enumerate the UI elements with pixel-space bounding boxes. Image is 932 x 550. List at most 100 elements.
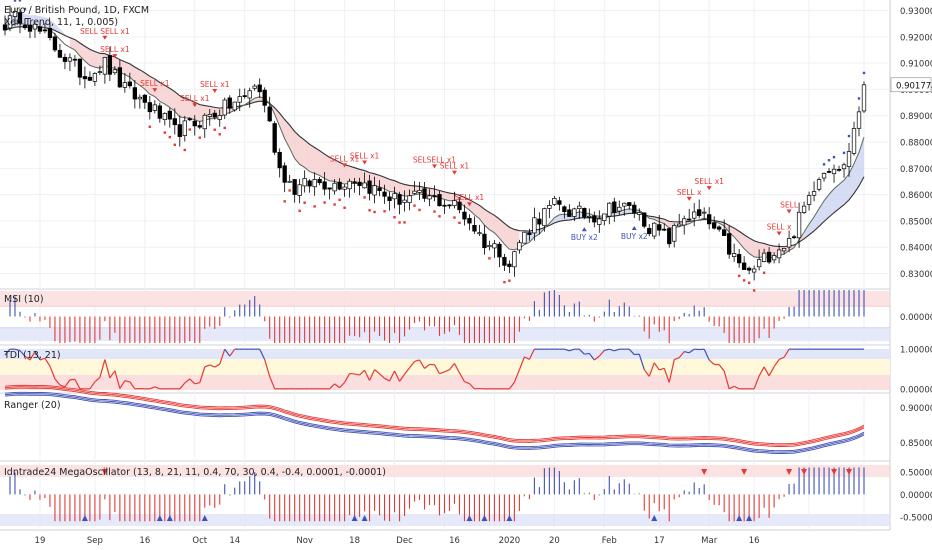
candle-down[interactable] — [277, 151, 282, 169]
candle-up[interactable] — [287, 180, 292, 183]
candle-up[interactable] — [756, 259, 762, 268]
candle-up[interactable] — [362, 182, 367, 189]
candle-down[interactable] — [47, 27, 53, 38]
candle-down[interactable] — [267, 106, 272, 122]
candle-down[interactable] — [746, 267, 752, 271]
candle-down[interactable] — [657, 224, 662, 231]
candle-down[interactable] — [707, 214, 712, 225]
candle-up[interactable] — [312, 179, 317, 188]
candle-up[interactable] — [771, 255, 777, 261]
candle-up[interactable] — [821, 173, 827, 179]
candle-up[interactable] — [776, 249, 782, 259]
candle-down[interactable] — [472, 225, 477, 232]
candle-up[interactable] — [252, 85, 257, 89]
candle-down[interactable] — [262, 89, 267, 106]
candle-up[interactable] — [427, 195, 432, 200]
candle-down[interactable] — [357, 181, 362, 187]
candle-up[interactable] — [607, 202, 612, 217]
candle-down[interactable] — [187, 118, 192, 121]
candle-down[interactable] — [147, 102, 152, 113]
candle-down[interactable] — [352, 181, 357, 184]
candle-up[interactable] — [182, 120, 187, 136]
candle-up[interactable] — [392, 193, 397, 200]
candle-up[interactable] — [542, 208, 547, 226]
candle-up[interactable] — [332, 182, 337, 192]
candle-up[interactable] — [112, 69, 118, 74]
candle-down[interactable] — [62, 56, 68, 62]
candle-down[interactable] — [627, 202, 632, 206]
candle-down[interactable] — [507, 263, 512, 267]
candle-up[interactable] — [512, 251, 517, 268]
candle-up[interactable] — [677, 223, 682, 227]
candle-down[interactable] — [72, 58, 78, 61]
candle-up[interactable] — [831, 168, 837, 175]
candle-down[interactable] — [422, 188, 427, 199]
candle-up[interactable] — [806, 195, 812, 205]
candle-down[interactable] — [167, 110, 172, 120]
candle-down[interactable] — [117, 67, 123, 88]
candle-down[interactable] — [432, 195, 437, 198]
candle-down[interactable] — [107, 55, 113, 75]
candle-up[interactable] — [302, 178, 307, 187]
candle-down[interactable] — [662, 228, 667, 231]
candle-down[interactable] — [17, 12, 23, 24]
candle-down[interactable] — [567, 209, 572, 217]
candle-down[interactable] — [502, 256, 507, 266]
candle-down[interactable] — [197, 125, 202, 128]
candle-up[interactable] — [682, 218, 687, 226]
candle-down[interactable] — [437, 194, 442, 207]
candle-down[interactable] — [37, 26, 43, 32]
candle-down[interactable] — [22, 24, 28, 29]
candle-down[interactable] — [257, 84, 262, 93]
candle-down[interactable] — [647, 227, 652, 235]
candle-down[interactable] — [727, 233, 732, 255]
candle-down[interactable] — [57, 50, 63, 58]
candle-down[interactable] — [397, 194, 402, 205]
candle-up[interactable] — [487, 245, 492, 248]
candle-up[interactable] — [841, 164, 847, 170]
candle-up[interactable] — [522, 231, 527, 244]
candle-up[interactable] — [122, 82, 128, 88]
candle-up[interactable] — [92, 73, 98, 82]
candle-up[interactable] — [162, 113, 167, 120]
candle-up[interactable] — [207, 114, 212, 117]
candle-up[interactable] — [761, 252, 767, 262]
candle-down[interactable] — [836, 169, 842, 171]
candle-down[interactable] — [242, 95, 247, 97]
candle-down[interactable] — [177, 124, 182, 137]
candle-down[interactable] — [482, 233, 487, 249]
candle-up[interactable] — [222, 99, 227, 116]
candle-up[interactable] — [552, 198, 557, 205]
candle-down[interactable] — [212, 112, 217, 118]
candle-up[interactable] — [342, 186, 347, 190]
candle-down[interactable] — [462, 211, 467, 220]
candle-up[interactable] — [477, 232, 482, 235]
candle-up[interactable] — [851, 128, 857, 154]
candle-down[interactable] — [632, 204, 637, 214]
candle-down[interactable] — [307, 180, 312, 187]
candle-up[interactable] — [412, 190, 417, 194]
candle-down[interactable] — [687, 218, 692, 221]
candle-down[interactable] — [457, 201, 462, 211]
candle-up[interactable] — [816, 179, 822, 190]
candle-down[interactable] — [337, 181, 342, 190]
candle-down[interactable] — [741, 262, 747, 270]
candle-down[interactable] — [52, 36, 58, 51]
candle-up[interactable] — [347, 180, 352, 190]
candle-up[interactable] — [452, 200, 457, 206]
candle-up[interactable] — [652, 222, 657, 237]
candle-up[interactable] — [402, 199, 407, 203]
candle-down[interactable] — [467, 218, 472, 224]
candle-up[interactable] — [796, 211, 802, 239]
candle-down[interactable] — [227, 97, 232, 109]
candle-up[interactable] — [587, 215, 592, 218]
candle-down[interactable] — [192, 120, 197, 127]
candle-up[interactable] — [637, 212, 642, 215]
candle-down[interactable] — [582, 207, 587, 218]
candle-down[interactable] — [172, 118, 177, 126]
candle-down[interactable] — [826, 171, 832, 173]
candle-down[interactable] — [592, 215, 597, 223]
candle-down[interactable] — [317, 178, 322, 184]
